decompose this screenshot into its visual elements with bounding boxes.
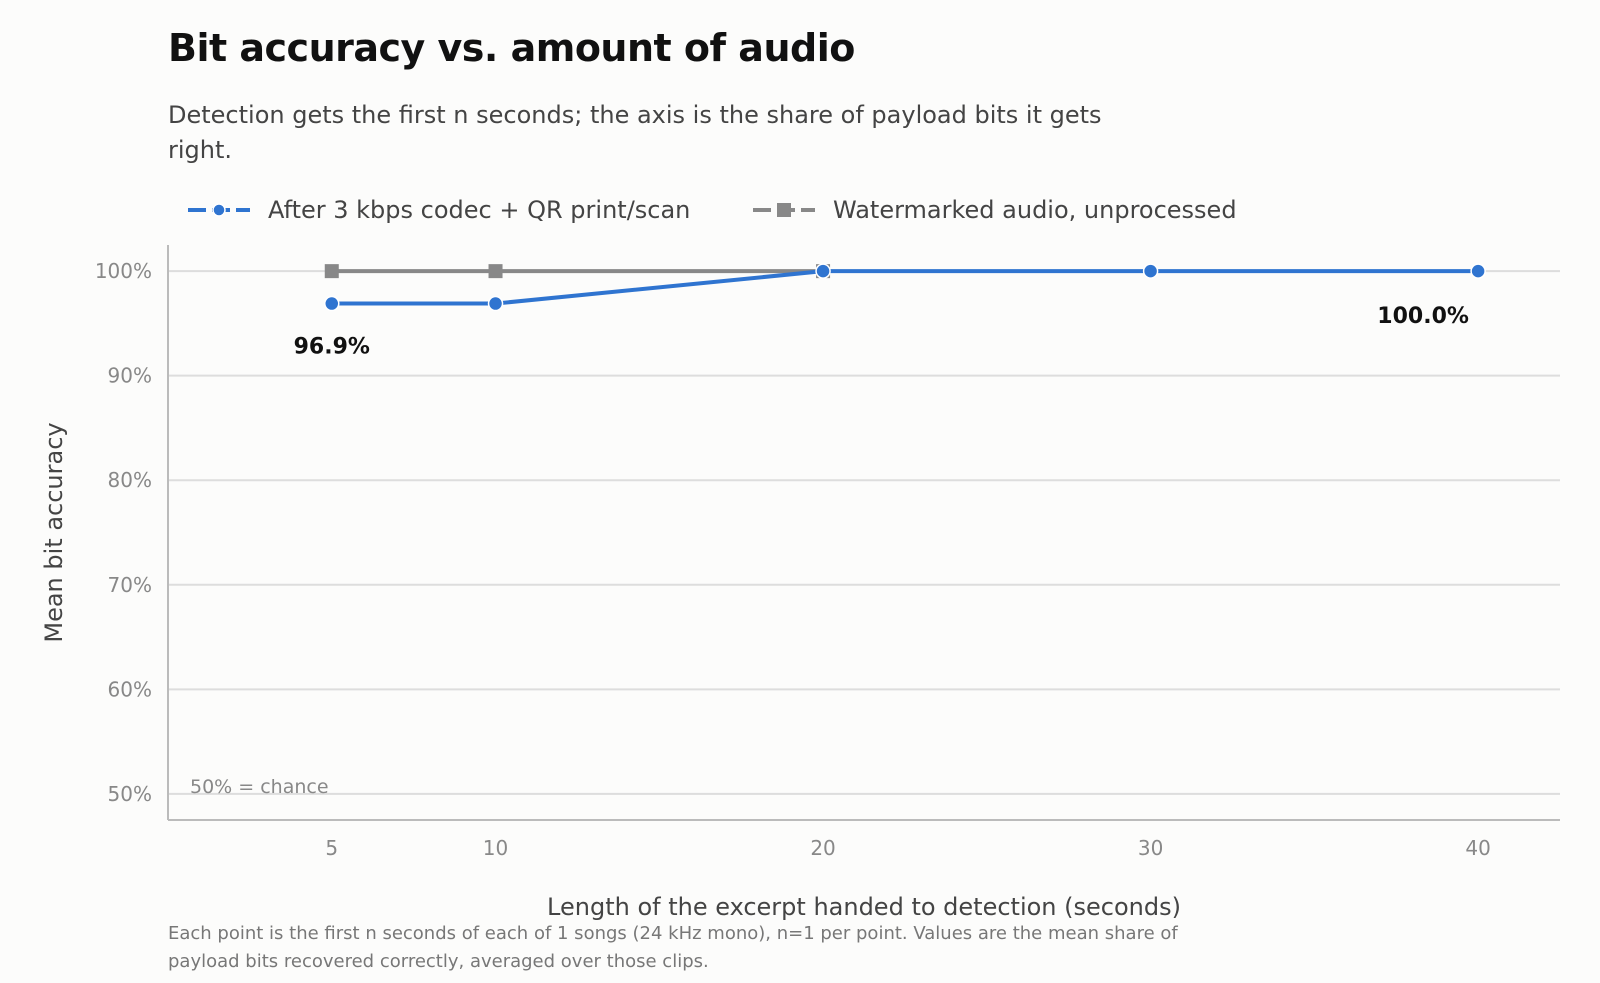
y-tick-label-50: 50% [108, 782, 152, 806]
y-axis-label: Mean bit accuracy [40, 422, 68, 642]
series-1-point-3 [1142, 263, 1159, 279]
y-tick-label-60: 60% [108, 677, 152, 701]
legend-swatch-square-icon [753, 203, 815, 217]
series-1-point-1 [487, 295, 504, 312]
x-tick-label-5: 5 [325, 836, 338, 860]
legend-item-codec: After 3 kbps codec + QR print/scan [188, 192, 690, 228]
x-tick-label-30: 30 [1138, 836, 1163, 860]
data-label-1: 100.0% [1377, 304, 1469, 329]
series-0-point-0 [324, 264, 339, 279]
chance-note: 50% = chance [190, 776, 329, 798]
series-line-1 [331, 269, 1479, 306]
legend-swatch-circle-icon [188, 203, 250, 217]
chart-caption: Each point is the first n seconds of eac… [168, 923, 1178, 972]
legend-label-unprocessed: Watermarked audio, unprocessed [833, 196, 1237, 224]
y-tick-label-80: 80% [108, 468, 152, 492]
y-tick-label-70: 70% [108, 573, 152, 597]
legend-item-unprocessed: Watermarked audio, unprocessed [753, 192, 1237, 228]
chart-title: Bit accuracy vs. amount of audio [168, 26, 855, 70]
y-tick-label-100: 100% [95, 259, 152, 283]
legend-label-codec: After 3 kbps codec + QR print/scan [268, 196, 691, 224]
x-tick-label-20: 20 [810, 836, 835, 860]
series-1-point-4 [1470, 263, 1486, 279]
series-0-point-1 [488, 264, 503, 279]
chart-subtitle: Detection gets the first n seconds; the … [168, 101, 1102, 164]
y-tick-label-90: 90% [108, 364, 152, 388]
x-tick-label-10: 10 [483, 836, 508, 860]
series-1-point-0 [324, 295, 340, 312]
x-axis-label: Length of the excerpt handed to detectio… [547, 893, 1181, 921]
series-1-point-2 [815, 263, 831, 279]
data-label-0: 96.9% [294, 335, 370, 360]
x-tick-label-40: 40 [1465, 836, 1490, 860]
